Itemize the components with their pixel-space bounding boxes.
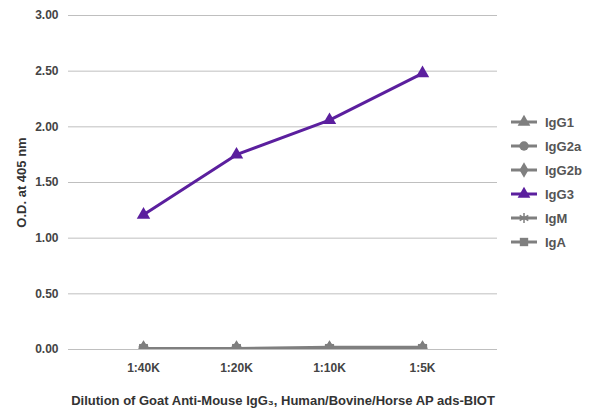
- html-text:IgG2b: IgG2b: [545, 162, 582, 178]
- svg-text:1:10K: 1:10K: [313, 361, 346, 375]
- svg-text:1.50: 1.50: [35, 175, 59, 189]
- svg-text:1:40K: 1:40K: [127, 361, 160, 375]
- svg-text:2.00: 2.00: [35, 120, 59, 134]
- svg-text:O.D. at 405 nm: O.D. at 405 nm: [14, 137, 29, 227]
- svg-text:1.00: 1.00: [35, 231, 59, 245]
- svg-text:3.00: 3.00: [35, 8, 59, 22]
- svg-text:0.00: 0.00: [35, 342, 59, 356]
- html-text:IgG1: IgG1: [545, 114, 574, 130]
- svg-text:Dilution of Goat Anti-Mouse Ig: Dilution of Goat Anti-Mouse IgG₃, Human/…: [71, 393, 495, 408]
- html-text:IgG2a: IgG2a: [545, 138, 582, 154]
- svg-text:2.50: 2.50: [35, 64, 59, 78]
- html-text:IgA: IgA: [545, 234, 566, 250]
- html-text:IgM: IgM: [545, 210, 568, 226]
- html-text:IgG3: IgG3: [545, 186, 574, 202]
- svg-text:1:20K: 1:20K: [220, 361, 253, 375]
- svg-text:0.50: 0.50: [35, 287, 59, 301]
- svg-text:1:5K: 1:5K: [409, 361, 435, 375]
